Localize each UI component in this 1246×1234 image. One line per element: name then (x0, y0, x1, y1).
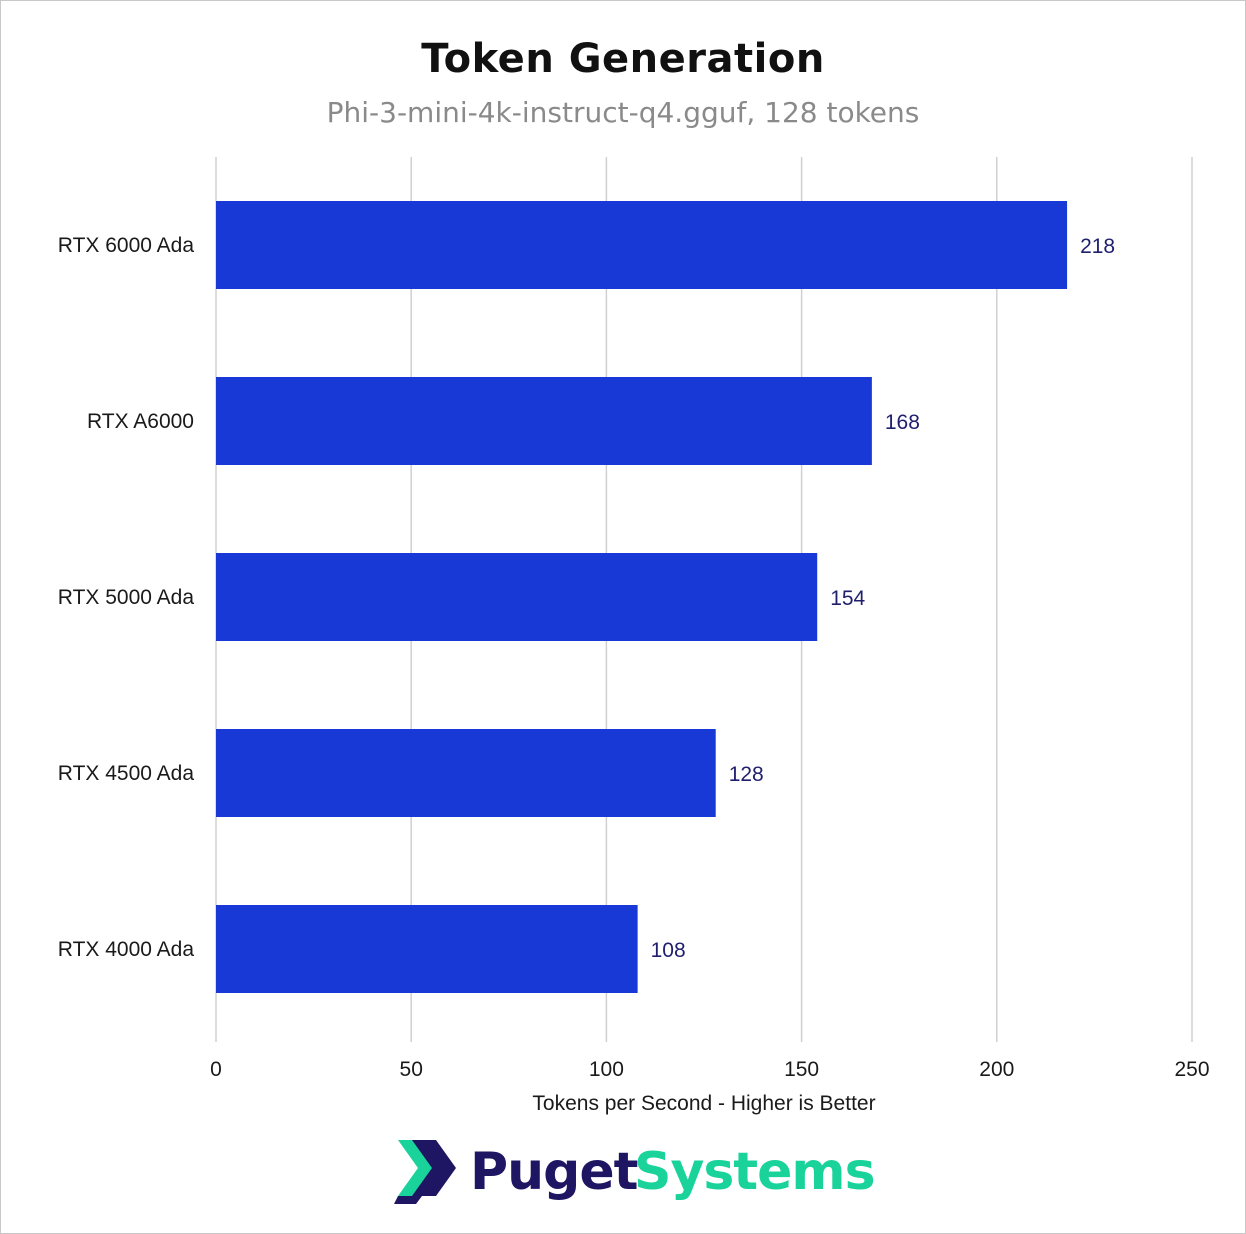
bar-rtx-5000-ada (216, 553, 818, 641)
x-tick-label: 150 (784, 1058, 819, 1081)
bar-rtx-4500-ada (216, 729, 716, 817)
category-label: RTX 4500 Ada (58, 762, 195, 785)
category-label: RTX 5000 Ada (58, 586, 195, 609)
logo-word-systems: Systems (634, 1142, 876, 1202)
x-tick-label: 200 (979, 1058, 1014, 1081)
x-tick-label: 250 (1174, 1058, 1209, 1081)
value-label: 154 (830, 587, 865, 610)
bar-rtx-4000-ada (216, 905, 638, 993)
logo-word-puget: Puget (470, 1142, 638, 1202)
x-tick-label: 100 (589, 1058, 624, 1081)
bars (216, 201, 1068, 993)
category-label: RTX 6000 Ada (58, 234, 195, 257)
x-tick-label: 50 (400, 1058, 423, 1081)
category-label: RTX 4000 Ada (58, 938, 195, 961)
category-label: RTX A6000 (87, 410, 194, 433)
value-label: 168 (885, 411, 920, 434)
x-axis-title: Tokens per Second - Higher is Better (532, 1092, 875, 1115)
value-label: 128 (729, 763, 764, 786)
chart-title: Token Generation (421, 36, 825, 82)
value-label: 108 (651, 939, 686, 962)
x-tick-label: 0 (210, 1058, 222, 1081)
bar-rtx-6000-ada (216, 201, 1068, 289)
puget-chevron-icon (394, 1140, 456, 1204)
value-label: 218 (1080, 235, 1115, 258)
chart-subtitle: Phi-3-mini-4k-instruct-q4.gguf, 128 toke… (326, 96, 920, 129)
bar-rtx-a6000 (216, 377, 872, 465)
labels: 0 50 100 150 200 250 RTX 6000 Ada 218 RTX A6000 1… (58, 234, 1210, 1081)
